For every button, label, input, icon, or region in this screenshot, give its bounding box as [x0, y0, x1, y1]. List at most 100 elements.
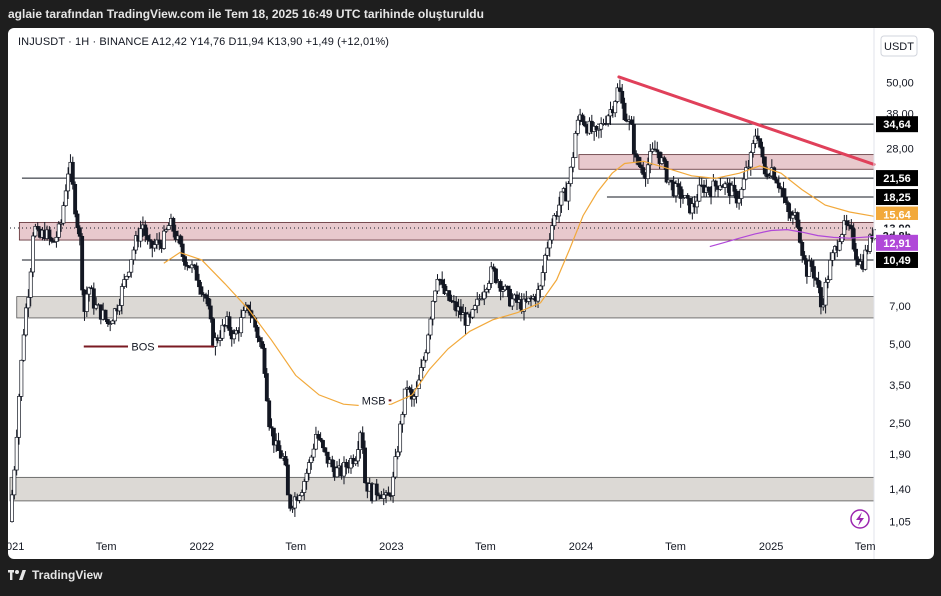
candle-body — [491, 266, 496, 270]
candle-body — [363, 447, 367, 484]
candle-body — [311, 448, 316, 458]
candle-body — [320, 440, 325, 449]
candle-body — [199, 286, 204, 295]
price-tag-ma2 — [876, 234, 918, 251]
price-tag-label: 34,64 — [883, 119, 911, 131]
candle-body — [131, 249, 136, 261]
candle-body — [110, 320, 115, 324]
candle-body — [596, 128, 601, 131]
candle-body — [711, 180, 716, 198]
y-tick-label: 7,00 — [889, 301, 910, 313]
candle-body — [620, 90, 625, 104]
candle-body — [790, 214, 795, 219]
candle-body — [180, 243, 185, 257]
candle-body — [664, 161, 669, 183]
zone-grey — [16, 296, 875, 319]
candle-body — [697, 184, 702, 202]
candle-body — [162, 230, 166, 249]
y-tick-label: 1,40 — [889, 484, 910, 496]
candle-body — [655, 149, 660, 153]
candle-body — [129, 259, 134, 273]
candle-body — [797, 227, 802, 243]
candle-body — [753, 135, 758, 144]
candle-body — [545, 247, 550, 256]
candle-body — [356, 449, 360, 462]
alert-icon[interactable] — [850, 509, 870, 529]
price-chart[interactable]: BOSMSBUSDT50,0038,0028,007,005,003,502,5… — [8, 28, 934, 559]
candle-body — [59, 222, 64, 225]
candle-body — [421, 359, 426, 368]
attribution-bar: aglaie tarafından TradingView.com ile Te… — [0, 0, 941, 28]
candle-body — [391, 476, 396, 496]
candle-body — [145, 235, 150, 240]
candle-body — [568, 166, 573, 184]
price-tag-level — [876, 189, 918, 206]
candle-body — [117, 305, 122, 312]
candle-body — [386, 492, 391, 496]
candle-body — [183, 256, 187, 266]
candle-body — [599, 123, 604, 130]
x-tick-label: 2023 — [379, 541, 403, 553]
candle-body — [63, 190, 68, 206]
candle-body — [622, 102, 627, 121]
candle-body — [276, 440, 281, 451]
candle-body — [206, 297, 211, 307]
candle-body — [10, 494, 14, 522]
candle-body — [381, 494, 386, 499]
candle-body — [776, 182, 781, 189]
candle-body — [550, 225, 555, 241]
candle-body — [807, 260, 812, 277]
candle-body — [713, 180, 718, 187]
candle-body — [645, 164, 650, 180]
y-tick-label: 50,00 — [886, 77, 914, 89]
candle-body — [636, 156, 641, 166]
candle-body — [795, 212, 800, 228]
candle-body — [526, 297, 531, 302]
candle-body — [21, 334, 26, 361]
candle-body — [669, 179, 674, 183]
candle-body — [648, 151, 653, 166]
candle-body — [26, 297, 31, 309]
candle-body — [409, 389, 414, 400]
candle-body — [290, 507, 295, 510]
candle-body — [325, 451, 330, 464]
candle-body — [257, 337, 262, 342]
candle-body — [108, 323, 113, 325]
resistance-trendline — [617, 75, 876, 166]
candle-body — [800, 242, 805, 256]
candle-body — [484, 289, 489, 293]
candle-body — [440, 279, 445, 285]
candle-body — [854, 248, 858, 260]
zone-red — [578, 154, 875, 170]
candle-body — [543, 254, 548, 273]
candle-body — [47, 229, 52, 239]
candle-body — [479, 298, 484, 301]
candle-body — [442, 284, 447, 295]
candle-body — [603, 123, 608, 125]
candle-body — [821, 304, 826, 308]
candle-body — [433, 290, 438, 302]
candle-body — [674, 183, 678, 197]
candle-body — [678, 186, 683, 199]
candle-body — [91, 288, 96, 309]
chart-panel[interactable]: BOS MSB USDT 50,00 38,00 28,00 7,00 5,00 3,50 2,5… — [8, 28, 934, 559]
x-tick-label: Tem — [285, 541, 306, 553]
candle-body — [70, 161, 75, 185]
currency-box[interactable] — [880, 35, 918, 57]
candle-body — [80, 235, 85, 291]
candle-body — [641, 167, 646, 175]
x-tick-label: 2025 — [759, 541, 783, 553]
candle-body — [49, 237, 54, 242]
candle-body — [271, 427, 276, 446]
candle-body — [407, 387, 412, 390]
candle-body — [498, 281, 503, 292]
candle-body — [505, 285, 510, 290]
candle-body — [751, 143, 756, 153]
candle-body — [335, 467, 339, 478]
candle-body — [482, 291, 487, 300]
candle-body — [748, 152, 753, 168]
price-tag-label: 15,64 — [883, 210, 911, 222]
candle-body — [767, 175, 772, 178]
candle-body — [774, 179, 779, 184]
candle-body — [73, 184, 78, 215]
